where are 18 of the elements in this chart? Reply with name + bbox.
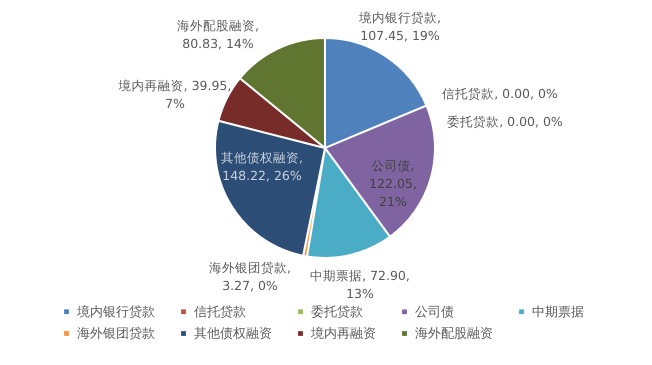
- data-label: 海外银团贷款, 3.27, 0%: [209, 260, 291, 293]
- legend-label: 中期票据: [532, 304, 584, 320]
- data-label: 公司债, 122.05, 21%: [369, 158, 417, 209]
- legend-label: 海外银团贷款: [77, 326, 155, 342]
- data-label: 境内银行贷款, 107.45, 19%: [358, 10, 441, 43]
- legend-label: 其他债权融资: [194, 326, 272, 342]
- data-label: 境内再融资, 39.95, 7%: [118, 78, 232, 111]
- legend-label: 境内再融资: [310, 326, 376, 342]
- legend-label: 信托贷款: [194, 304, 246, 320]
- legend-label: 委托贷款: [311, 304, 363, 320]
- data-label: 海外配股融资, 80.83, 14%: [177, 18, 259, 51]
- text: 委托贷款, 0.00, 0%: [447, 114, 563, 129]
- data-label: 中期票据, 72.90, 13%: [310, 268, 410, 301]
- data-label: 其他债权融资, 148.22, 26%: [221, 150, 303, 183]
- legend-label: 境内银行贷款: [76, 304, 155, 320]
- text: 信托贷款, 0.00, 0%: [442, 86, 558, 101]
- legend-label: 海外配股融资: [415, 326, 493, 342]
- legend-label: 公司债: [415, 304, 454, 320]
